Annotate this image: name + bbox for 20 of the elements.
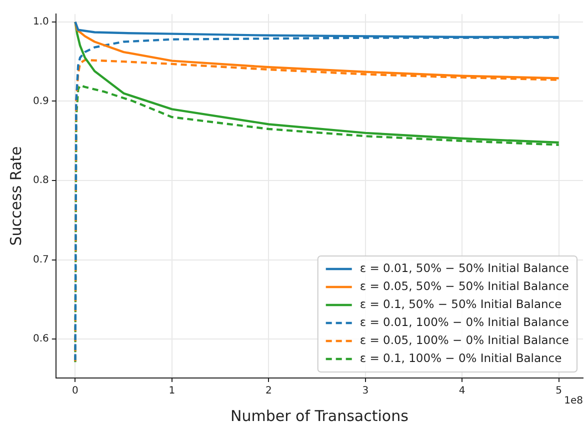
legend-label: ε = 0.01, 50% − 50% Initial Balance xyxy=(360,260,570,275)
x-tick-label: 1 xyxy=(168,386,176,397)
x-tick-label: 4 xyxy=(458,386,466,397)
legend-label: ε = 0.1, 50% − 50% Initial Balance xyxy=(360,296,562,311)
x-tick-label: 0 xyxy=(72,386,78,397)
y-axis-title: Success Rate xyxy=(6,146,25,246)
y-tick-label: 1.0 xyxy=(32,16,49,28)
x-axis-title: Number of Transactions xyxy=(230,406,409,425)
text: 1e8 xyxy=(564,396,583,407)
x-tick-label: 2 xyxy=(265,386,272,397)
legend-label: ε = 0.05, 100% − 0% Initial Balance xyxy=(360,332,570,347)
x-tick-label: 5 xyxy=(556,386,562,397)
legend-label: ε = 0.1, 100% − 0% Initial Balance xyxy=(360,350,562,365)
legend-label: ε = 0.01, 100% − 0% Initial Balance xyxy=(360,314,570,329)
x-tick-label: 3 xyxy=(362,386,369,397)
legend-label: ε = 0.05, 50% − 50% Initial Balance xyxy=(360,278,570,293)
y-tick-label: 0.9 xyxy=(32,96,49,107)
y-tick-label: 0.7 xyxy=(32,254,49,266)
y-tick-label: 0.6 xyxy=(32,334,49,345)
y-tick-label: 0.8 xyxy=(32,175,49,186)
